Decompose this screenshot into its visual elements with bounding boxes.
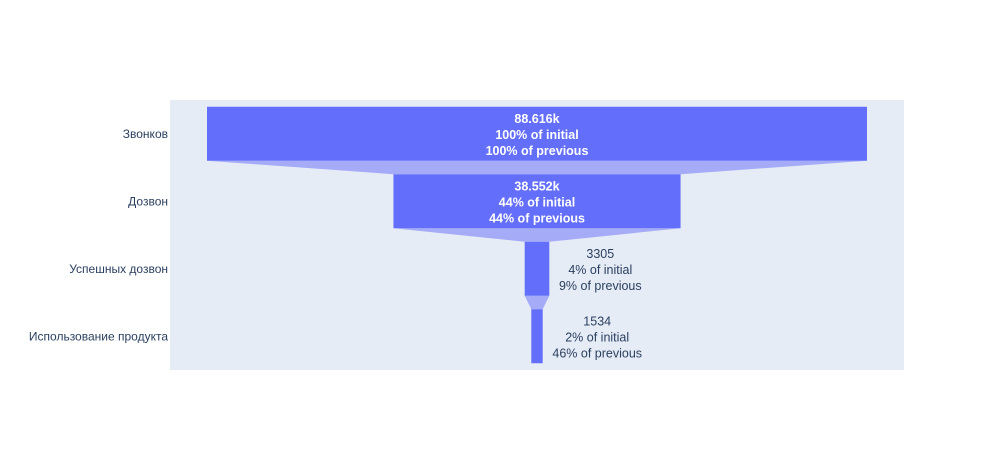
data-label: 46% of previous	[552, 346, 642, 360]
data-label: 44% of previous	[489, 211, 585, 225]
y-tick-label: Использование продукта	[29, 329, 168, 343]
funnel-bar	[207, 106, 867, 161]
data-label: 38.552k	[514, 179, 559, 193]
data-label: 9% of previous	[559, 279, 642, 293]
y-tick-label: Дозвон	[128, 194, 168, 208]
funnel-bar	[524, 241, 550, 296]
funnel-bar	[393, 174, 681, 229]
data-label: 4% of initial	[568, 263, 632, 277]
data-label: 1534	[583, 314, 611, 328]
funnel-bar	[531, 309, 543, 364]
y-axis-tick-labels: Звонков Дозвон Успешных дозвон Использовани…	[29, 127, 168, 344]
y-tick-label: Звонков	[123, 127, 168, 141]
data-label: 3305	[586, 247, 614, 261]
data-labels: 88.616k 100% of initial 100% of previous 38…	[486, 112, 642, 361]
data-label: 100% of initial	[495, 128, 578, 142]
data-label: 100% of previous	[486, 144, 589, 158]
y-tick-label: Успешных дозвон	[69, 262, 168, 276]
data-label: 88.616k	[514, 112, 559, 126]
data-label: 44% of initial	[499, 195, 575, 209]
funnel-connectors	[207, 160, 867, 310]
funnel-connector	[207, 160, 867, 175]
funnel-connector	[524, 295, 550, 310]
data-label: 2% of initial	[565, 330, 629, 344]
funnel-bars	[207, 106, 867, 364]
funnel-connector	[393, 228, 681, 242]
